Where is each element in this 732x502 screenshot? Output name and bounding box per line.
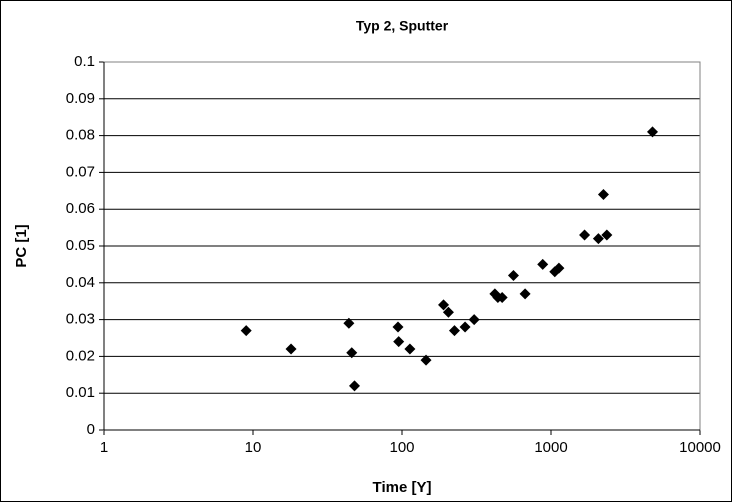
point — [393, 336, 405, 348]
x-tick-label: 1 — [100, 439, 108, 456]
y-tick-label: 0 — [87, 421, 95, 438]
point — [468, 314, 480, 326]
point — [592, 233, 604, 245]
y-axis-label: PC [1] — [13, 224, 30, 267]
y-tick-label: 0.04 — [66, 274, 95, 291]
y-tick-label: 0.09 — [66, 90, 95, 107]
point — [346, 347, 358, 359]
point — [343, 317, 355, 329]
y-tick-label: 0.1 — [74, 53, 95, 70]
point — [601, 229, 613, 241]
point — [442, 306, 454, 318]
point — [507, 269, 519, 281]
point — [448, 325, 460, 337]
point — [647, 126, 659, 138]
point — [597, 188, 609, 200]
point — [420, 354, 432, 366]
point — [349, 380, 361, 392]
x-axis-label: Time [Y] — [373, 479, 432, 496]
point — [519, 288, 531, 300]
x-tick-label: 10 — [245, 439, 262, 456]
point — [496, 292, 508, 304]
y-tick-label: 0.05 — [66, 237, 95, 254]
x-tick-label: 100 — [389, 439, 414, 456]
point — [404, 343, 416, 355]
y-tick-label: 0.02 — [66, 347, 95, 364]
point — [459, 321, 471, 333]
x-tick-label: 1000 — [534, 439, 567, 456]
point — [553, 262, 565, 274]
y-tick-label: 0.08 — [66, 127, 95, 144]
point — [285, 343, 297, 355]
y-tick-label: 0.03 — [66, 311, 95, 328]
point — [537, 258, 549, 270]
point — [392, 321, 404, 333]
chart-title: Typ 2, Sputter — [356, 18, 449, 34]
point — [438, 299, 450, 311]
y-tick-label: 0.06 — [66, 200, 95, 217]
y-tick-label: 0.07 — [66, 163, 95, 180]
x-tick-label: 10000 — [679, 439, 721, 456]
point — [579, 229, 591, 241]
y-tick-label: 0.01 — [66, 384, 95, 401]
point — [240, 325, 252, 337]
